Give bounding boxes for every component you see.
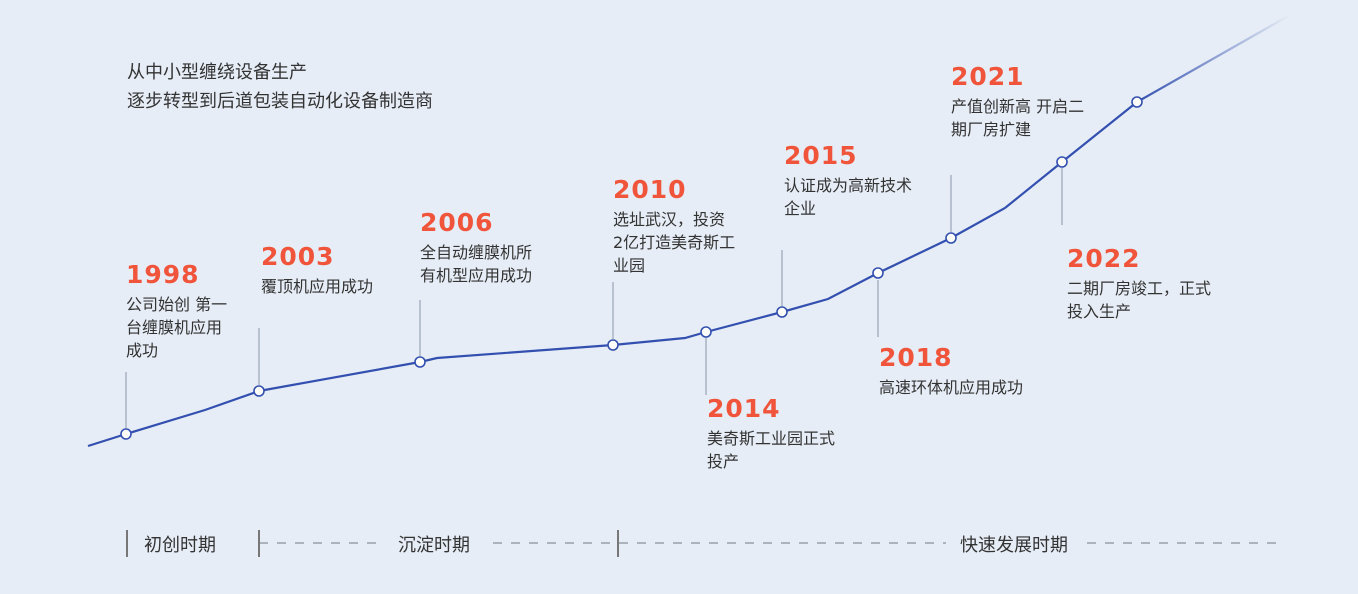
growth-line-fade [1136,14,1291,103]
event-year: 1998 [126,260,200,289]
event-year: 2021 [951,62,1025,91]
event-2018: 2018 高速环体机应用成功 [879,343,1023,399]
intro-text: 从中小型缠绕设备生产 逐步转型到后道包装自动化设备制造商 [127,58,433,116]
phase-accumulation: 沉淀时期 [384,531,484,557]
event-year: 2006 [420,208,494,237]
event-text: 二期厂房竣工，正式 投入生产 [1067,279,1212,321]
phase-startup: 初创时期 [130,531,230,557]
event-2014: 2014 美奇斯工业园正式 投产 [707,394,835,473]
event-2003: 2003 覆顶机应用成功 [261,242,373,298]
event-text: 选址武汉，投资 2亿打造美奇斯工 业园 [613,210,736,275]
event-year: 2018 [879,343,953,372]
event-text: 全自动缠膜机所 有机型应用成功 [420,243,533,285]
event-2022: 2022 二期厂房竣工，正式 投入生产 [1067,244,1211,323]
phase-bar [126,530,1278,557]
event-year: 2014 [707,394,781,423]
event-text: 高速环体机应用成功 [879,378,1024,397]
event-nodes [120,96,1143,440]
event-text: 公司始创 第一 台缠膜机应用 成功 [126,295,228,360]
event-1998: 1998 公司始创 第一 台缠膜机应用 成功 [126,260,227,362]
event-year: 2003 [261,242,335,271]
event-connectors [125,168,1063,428]
phase-rapid-growth: 快速发展时期 [946,531,1082,557]
event-2021: 2021 产值创新高 开启二 期厂房扩建 [951,62,1084,141]
event-year: 2022 [1067,244,1141,273]
intro-line-2: 逐步转型到后道包装自动化设备制造商 [127,91,433,112]
event-text: 认证成为高新技术 企业 [784,176,913,218]
event-2010: 2010 选址武汉，投资 2亿打造美奇斯工 业园 [613,175,735,277]
event-2006: 2006 全自动缠膜机所 有机型应用成功 [420,208,532,287]
event-year: 2010 [613,175,687,204]
growth-line [87,101,1138,448]
event-text: 美奇斯工业园正式 投产 [707,429,836,471]
intro-line-1: 从中小型缠绕设备生产 [127,62,307,83]
event-text: 产值创新高 开启二 期厂房扩建 [951,97,1085,139]
event-year: 2015 [784,141,858,170]
event-text: 覆顶机应用成功 [261,277,374,296]
event-2015: 2015 认证成为高新技术 企业 [784,141,912,220]
